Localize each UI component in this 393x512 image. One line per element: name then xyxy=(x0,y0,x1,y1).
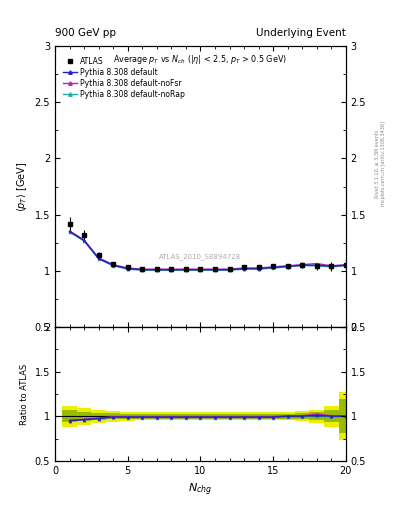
Text: mcplots.cern.ch [arXiv:1306.3436]: mcplots.cern.ch [arXiv:1306.3436] xyxy=(381,121,386,206)
Text: Rivet 3.1.10, ≥ 3.3M events: Rivet 3.1.10, ≥ 3.3M events xyxy=(375,130,380,198)
Text: 900 GeV pp: 900 GeV pp xyxy=(55,28,116,38)
Legend: ATLAS, Pythia 8.308 default, Pythia 8.308 default-noFsr, Pythia 8.308 default-no: ATLAS, Pythia 8.308 default, Pythia 8.30… xyxy=(62,55,187,100)
Y-axis label: $\langle p_T\rangle$ [GeV]: $\langle p_T\rangle$ [GeV] xyxy=(15,161,29,212)
Y-axis label: Ratio to ATLAS: Ratio to ATLAS xyxy=(20,364,29,424)
X-axis label: $N_{chg}$: $N_{chg}$ xyxy=(188,481,213,498)
Text: Underlying Event: Underlying Event xyxy=(256,28,346,38)
Text: ATLAS_2010_S8894728: ATLAS_2010_S8894728 xyxy=(160,253,241,260)
Text: Average $p_T$ vs $N_{ch}$ ($|\eta|$ < 2.5, $p_T$ > 0.5 GeV): Average $p_T$ vs $N_{ch}$ ($|\eta|$ < 2.… xyxy=(114,53,287,66)
